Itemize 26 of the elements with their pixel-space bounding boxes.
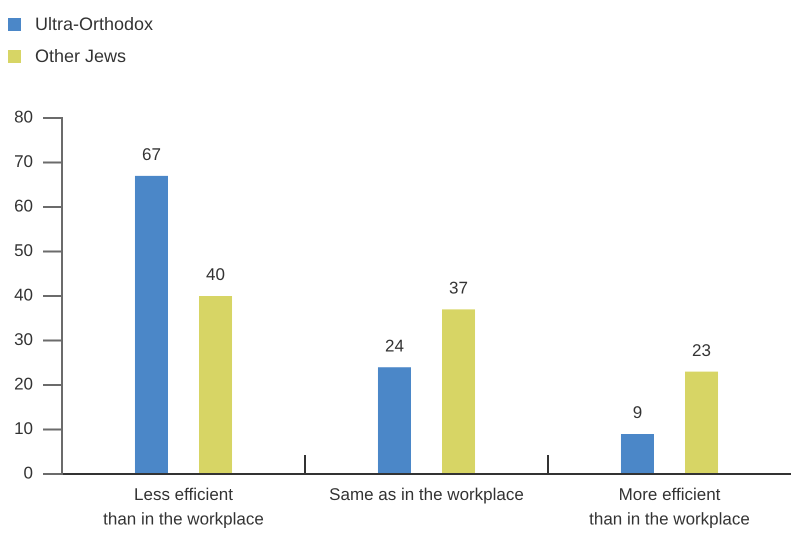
data-label: 24 (385, 336, 404, 356)
bar (684, 372, 718, 473)
bar (442, 309, 476, 473)
x-tick-label: More efficient than in the workplace (589, 485, 750, 529)
bar (620, 434, 654, 473)
y-tick-label: 30 (14, 330, 33, 350)
y-tick-label: 80 (14, 108, 33, 127)
data-label: 37 (449, 278, 468, 298)
data-label: 9 (632, 403, 642, 422)
y-tick-label: 70 (14, 152, 33, 172)
x-tick-label: Less efficient than in the workplace (103, 485, 264, 529)
y-tick-label: 20 (14, 374, 33, 394)
x-tick-label: Same as in the workplace (329, 485, 524, 504)
y-tick-label: 0 (24, 464, 33, 483)
data-label: 23 (692, 340, 711, 360)
bar (378, 367, 412, 473)
y-tick-label: 50 (14, 241, 33, 260)
y-tick-label: 40 (14, 286, 33, 305)
data-label: 40 (206, 265, 225, 284)
bar (198, 296, 232, 473)
y-tick-label: 60 (14, 196, 33, 216)
legend-label: Other Jews (35, 46, 126, 66)
data-label: 67 (142, 145, 161, 164)
legend-label: Ultra-Orthodox (35, 14, 154, 34)
y-tick-label: 10 (14, 419, 33, 438)
bar (134, 176, 168, 473)
